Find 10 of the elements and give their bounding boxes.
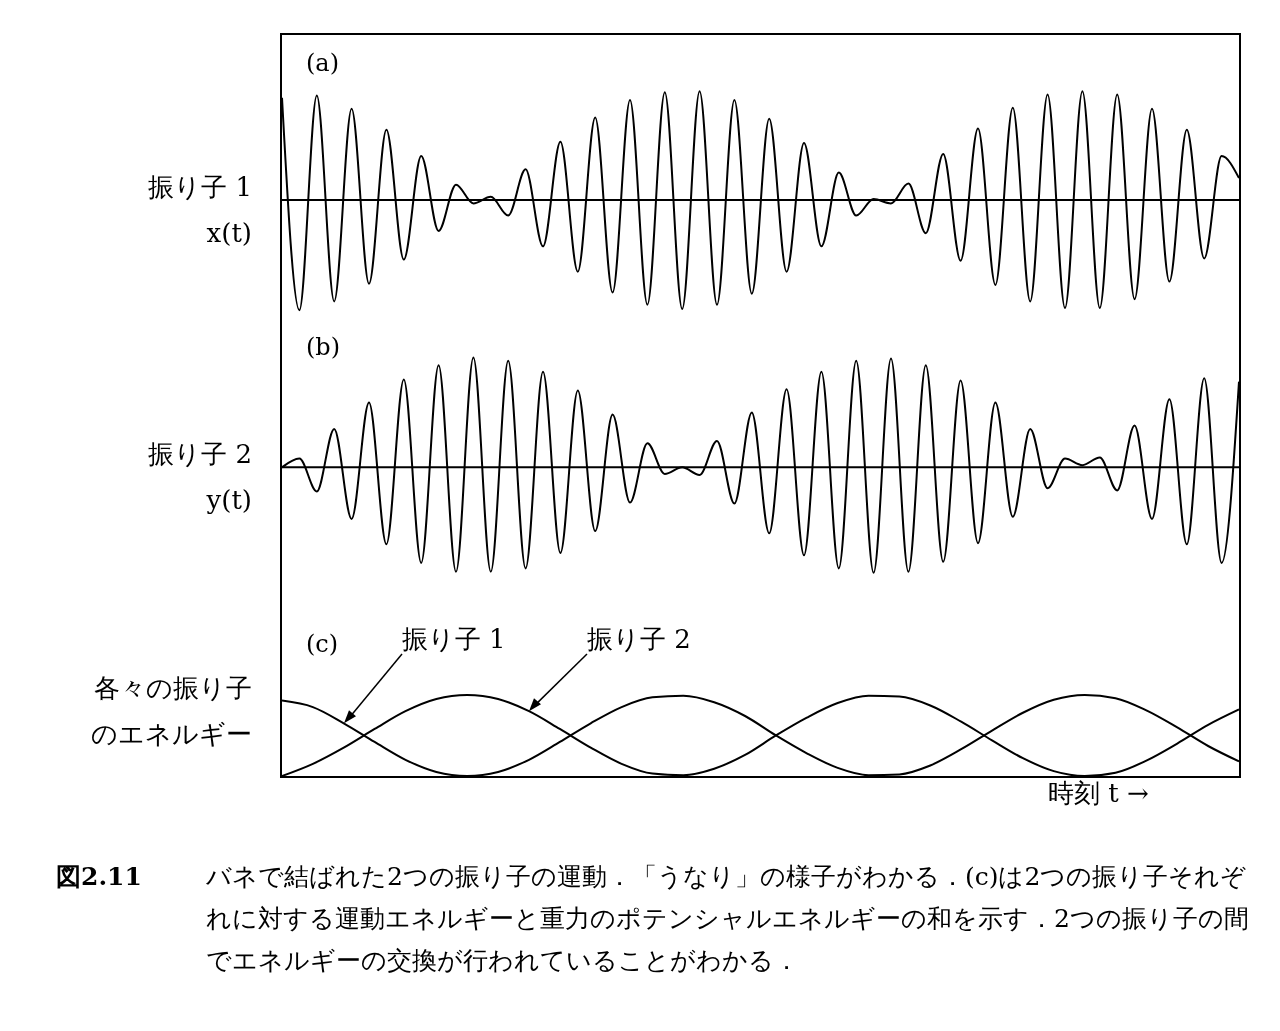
chart-title: (c) xyxy=(306,630,339,658)
text: 振り子 2 xyxy=(586,623,691,656)
y-axis-title: 各々の振り子のエネルギー xyxy=(90,672,252,751)
text: 図2.11 バネで結ばれた2つの振り子の運動．「うなり」の様子がわかる．(c)は2つの振り子それぞれに対する運動エネルギーと重力のポテンシャルエネルギーの和を示す．2つの振り子の間でエネルギーの交換が行われていることがわかる． xyxy=(56,862,1249,975)
chart-title: (b) xyxy=(306,333,341,361)
y-axis-title: 振り子 1 x(t) xyxy=(147,171,252,251)
text: 振り子 1 xyxy=(401,623,506,656)
chart-title: (a) xyxy=(306,49,340,77)
y-axis-title: 振り子 2 y(t) xyxy=(147,438,252,518)
x-axis-title: 時刻 t → xyxy=(1048,777,1149,810)
